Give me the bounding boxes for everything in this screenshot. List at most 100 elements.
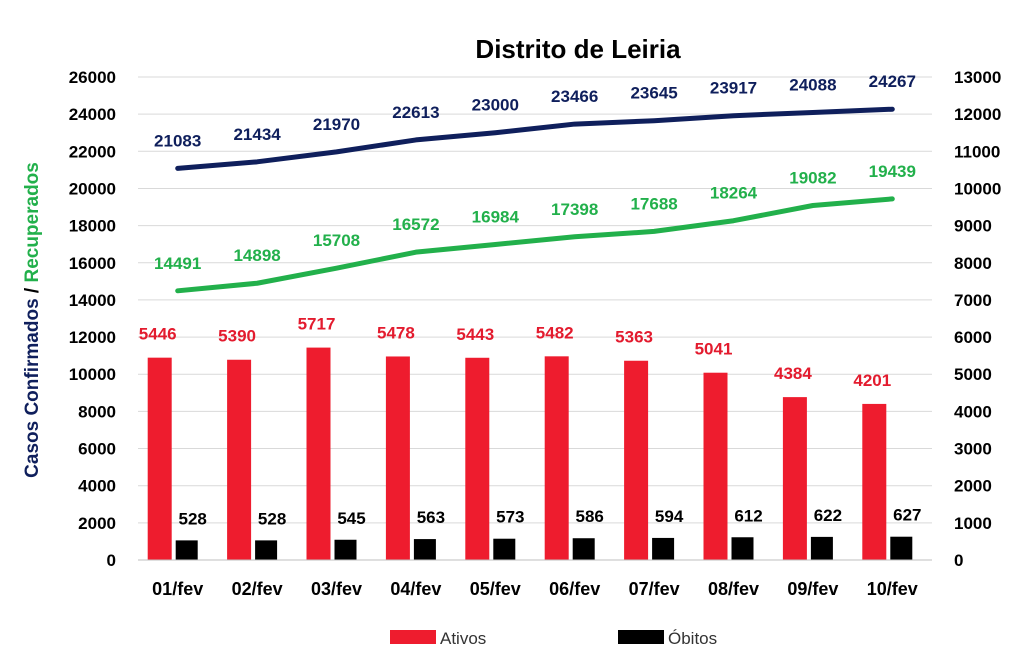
data-label-confirmados: 23466: [551, 87, 598, 106]
data-label-ativos: 5041: [695, 340, 733, 359]
bar-ativos: [624, 360, 649, 560]
data-label-recuperados: 16572: [392, 215, 439, 234]
left-axis-tick: 24000: [69, 105, 116, 124]
data-label-obitos: 573: [496, 508, 524, 527]
line-confirmados: [175, 106, 895, 171]
bar-ativos: [862, 403, 887, 560]
data-label-recuperados: 15708: [313, 231, 360, 250]
data-label-confirmados: 22613: [392, 103, 439, 122]
left-axis-tick: 16000: [69, 254, 116, 273]
data-label-recuperados: 14898: [233, 246, 280, 265]
left-axis-tick: 8000: [78, 402, 116, 421]
axes: 0200040006000800010000120001400016000180…: [69, 68, 1002, 599]
data-label-recuperados: 17398: [551, 200, 598, 219]
data-label-confirmados: 24088: [789, 76, 836, 95]
grid: [138, 76, 932, 561]
legend-label: Óbitos: [668, 629, 717, 648]
data-label-obitos: 545: [337, 509, 365, 528]
data-label-recuperados: 19082: [789, 169, 836, 188]
data-label-confirmados: 21083: [154, 131, 201, 150]
data-label-confirmados: 23645: [630, 84, 677, 103]
data-label-ativos: 4384: [774, 364, 812, 383]
right-axis-tick: 1000: [954, 514, 992, 533]
data-label-confirmados: 23000: [472, 96, 519, 115]
bar-obitos: [652, 537, 675, 560]
left-axis-tick: 10000: [69, 365, 116, 384]
x-axis-tick: 05/fev: [470, 579, 521, 599]
right-axis-tick: 4000: [954, 402, 992, 421]
bar-obitos: [255, 540, 278, 560]
legend-swatch: [618, 630, 664, 644]
x-axis-tick: 09/fev: [787, 579, 838, 599]
bar-obitos: [334, 539, 357, 560]
y-label-separator: /: [22, 283, 43, 299]
bar-ativos: [544, 356, 569, 560]
data-label-obitos: 528: [258, 509, 286, 528]
data-label-obitos: 627: [893, 506, 921, 525]
chart-title: Distrito de Leiria: [475, 34, 681, 64]
right-axis-tick: 13000: [954, 68, 1001, 87]
bar-obitos: [175, 540, 198, 560]
bar-ativos: [306, 347, 331, 560]
y-axis-label: Casos Confirmados / Recuperados: [22, 162, 43, 478]
data-label-recuperados: 19439: [869, 162, 916, 181]
left-axis-tick: 22000: [69, 142, 116, 161]
data-label-confirmados: 21970: [313, 115, 360, 134]
right-axis-tick: 7000: [954, 291, 992, 310]
legend-swatch: [390, 630, 436, 644]
right-axis-tick: 2000: [954, 477, 992, 496]
x-axis-tick: 01/fev: [152, 579, 203, 599]
bars: [147, 347, 913, 560]
right-axis-tick: 6000: [954, 328, 992, 347]
data-label-obitos: 594: [655, 507, 684, 526]
data-label-obitos: 622: [814, 506, 842, 525]
bar-obitos: [413, 539, 436, 560]
legend: Ativos Óbitos: [390, 629, 717, 648]
bar-ativos: [703, 372, 728, 560]
data-label-ativos: 5446: [139, 325, 177, 344]
line-recuperados: [175, 196, 895, 294]
right-axis-tick: 0: [954, 551, 963, 570]
bar-obitos: [731, 537, 754, 560]
right-axis-tick: 11000: [954, 142, 1000, 161]
x-axis-tick: 07/fev: [629, 579, 680, 599]
data-label-ativos: 4201: [853, 371, 891, 390]
left-axis-tick: 0: [107, 551, 116, 570]
data-label-ativos: 5390: [218, 327, 256, 346]
bar-obitos: [810, 536, 833, 560]
data-label-ativos: 5717: [298, 315, 336, 334]
x-axis-tick: 10/fev: [867, 579, 918, 599]
data-label-confirmados: 23917: [710, 79, 757, 98]
left-axis-tick: 6000: [78, 440, 116, 459]
data-label-obitos: 528: [179, 509, 207, 528]
left-axis-tick: 2000: [78, 514, 116, 533]
bar-ativos: [782, 397, 807, 560]
bar-obitos: [572, 538, 595, 560]
data-label-ativos: 5443: [456, 325, 494, 344]
data-label-ativos: 5363: [615, 328, 653, 347]
left-axis-tick: 12000: [69, 328, 116, 347]
data-label-ativos: 5482: [536, 323, 574, 342]
left-axis-tick: 4000: [78, 477, 116, 496]
x-axis-tick: 06/fev: [549, 579, 600, 599]
data-label-obitos: 586: [576, 507, 604, 526]
data-label-confirmados: 24267: [869, 72, 916, 91]
x-axis-tick: 08/fev: [708, 579, 759, 599]
left-axis-tick: 14000: [69, 291, 116, 310]
legend-label: Ativos: [440, 629, 486, 648]
data-label-obitos: 612: [734, 506, 762, 525]
data-label-recuperados: 16984: [472, 207, 520, 226]
right-axis-tick: 9000: [954, 217, 992, 236]
bar-ativos: [465, 357, 490, 560]
data-label-confirmados: 21434: [233, 125, 281, 144]
right-axis-tick: 8000: [954, 254, 992, 273]
bar-ativos: [385, 356, 410, 560]
right-axis-tick: 3000: [954, 440, 992, 459]
lines: [175, 106, 895, 294]
left-axis-tick: 18000: [69, 217, 116, 236]
data-label-recuperados: 18264: [710, 184, 758, 203]
data-labels: 5446 5390 5717 5478 5443 5482 5363 5041 4384 4201…: [139, 72, 922, 528]
data-label-obitos: 563: [417, 508, 445, 527]
y-label-confirmados: Casos Confirmados: [22, 298, 43, 477]
